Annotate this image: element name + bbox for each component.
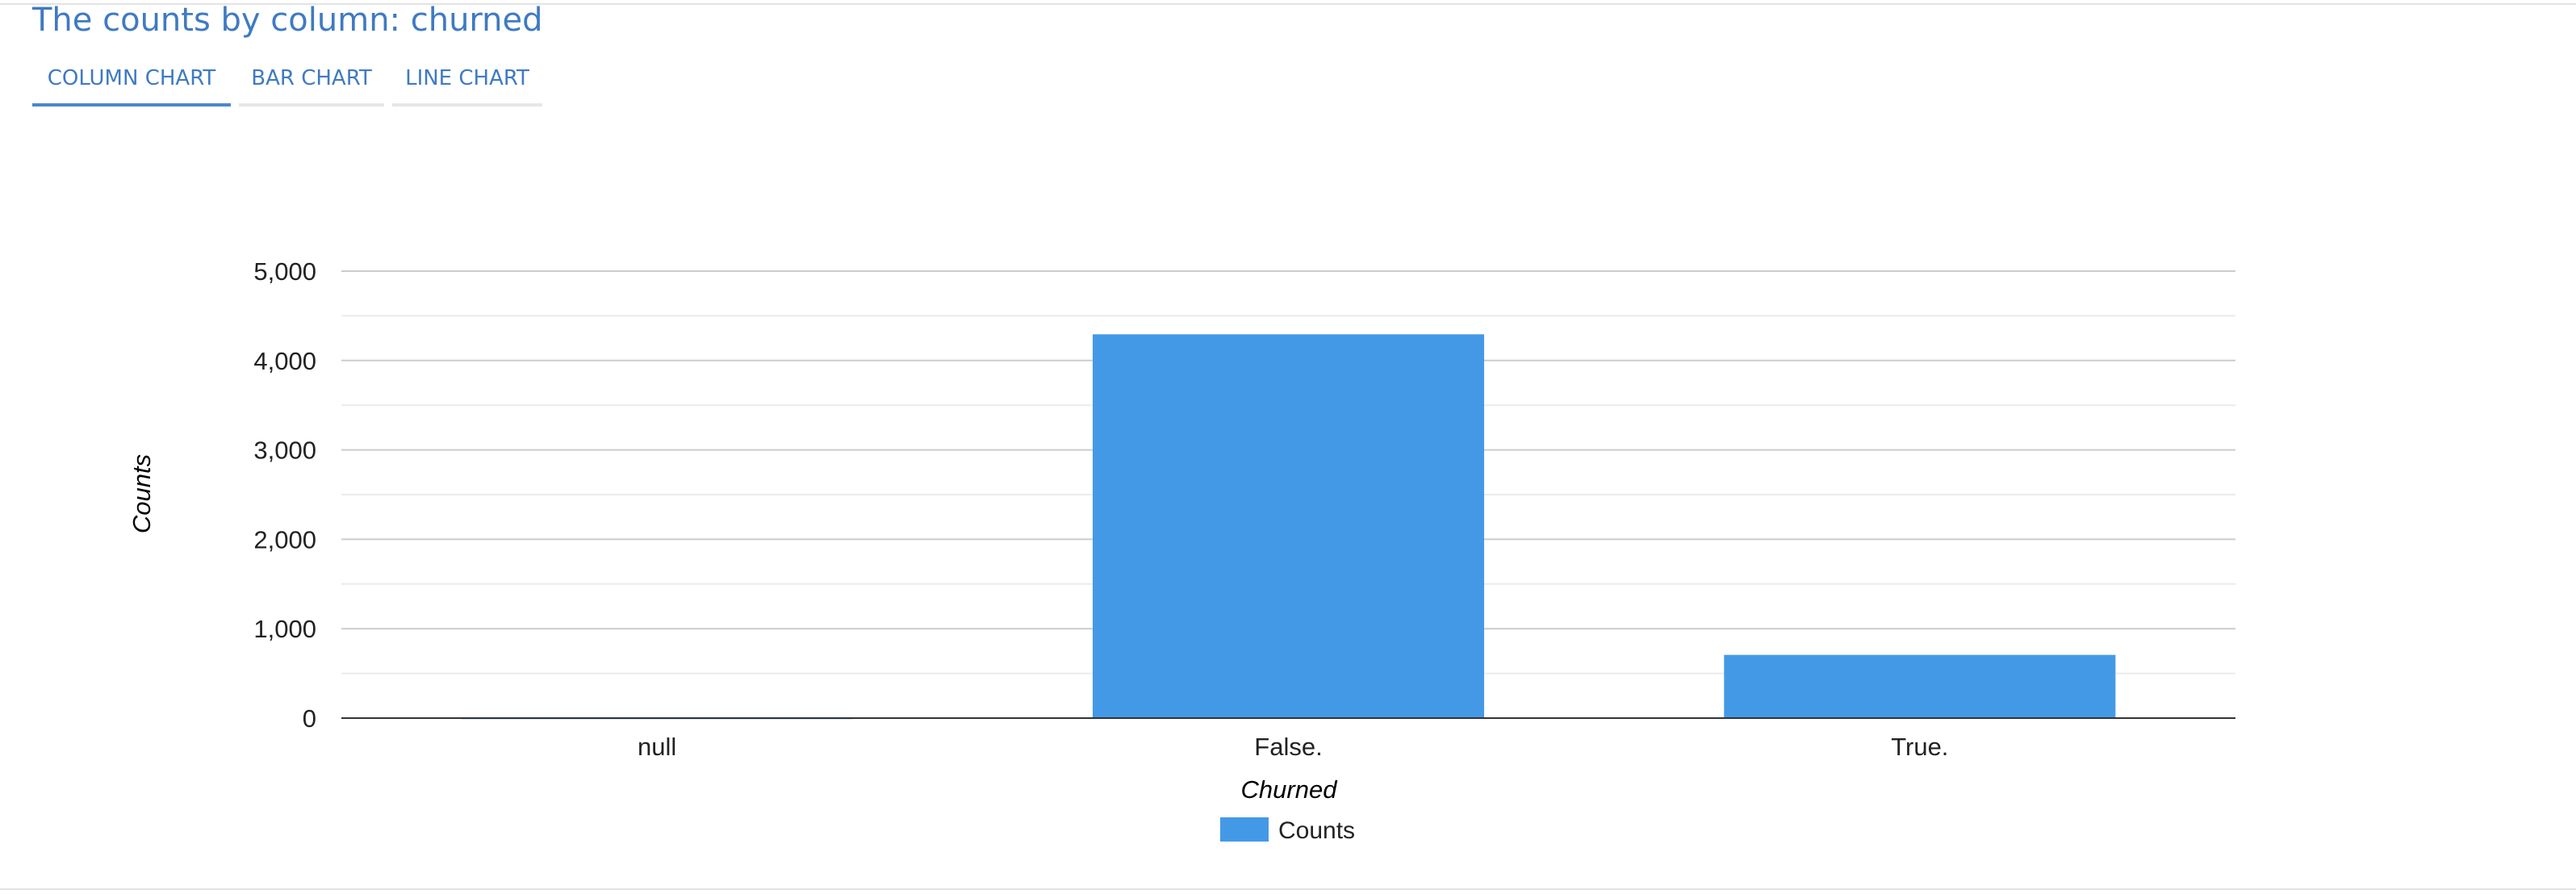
bottom-divider bbox=[0, 888, 2576, 890]
x-tick-label-2: True. bbox=[1891, 733, 1948, 761]
x-axis-title: Churned bbox=[1241, 775, 1339, 804]
y-axis-ticks: 0 1,000 2,000 3,000 4,000 5,000 bbox=[253, 257, 316, 733]
legend: Counts bbox=[1220, 817, 1355, 844]
y-axis-title: Counts bbox=[128, 454, 156, 533]
y-tick-label-5: 5,000 bbox=[253, 257, 316, 286]
x-tick-label-1: False. bbox=[1254, 733, 1322, 761]
tab-line-chart[interactable]: LINE CHART bbox=[392, 56, 542, 107]
y-tick-label-0: 0 bbox=[303, 704, 316, 733]
bar-1 bbox=[1092, 334, 1485, 718]
top-divider bbox=[0, 0, 2576, 5]
bars bbox=[461, 334, 2116, 720]
bar-2 bbox=[1724, 654, 2116, 718]
legend-swatch-counts bbox=[1220, 817, 1269, 842]
page-title: The counts by column: churned bbox=[32, 2, 543, 39]
tab-bar-chart[interactable]: BAR CHART bbox=[239, 56, 384, 107]
tab-column-chart[interactable]: COLUMN CHART bbox=[32, 56, 231, 107]
x-tick-label-0: null bbox=[638, 733, 676, 761]
column-chart: 0 1,000 2,000 3,000 4,000 5,000 null False. Tru… bbox=[128, 257, 2235, 844]
y-tick-label-4: 4,000 bbox=[253, 347, 316, 375]
y-tick-label-1: 1,000 bbox=[253, 615, 316, 643]
y-tick-label-2: 2,000 bbox=[253, 525, 316, 554]
y-tick-label-3: 3,000 bbox=[253, 437, 316, 465]
legend-label-counts: Counts bbox=[1278, 817, 1355, 844]
x-axis-ticks: null False. True. bbox=[638, 733, 1948, 761]
